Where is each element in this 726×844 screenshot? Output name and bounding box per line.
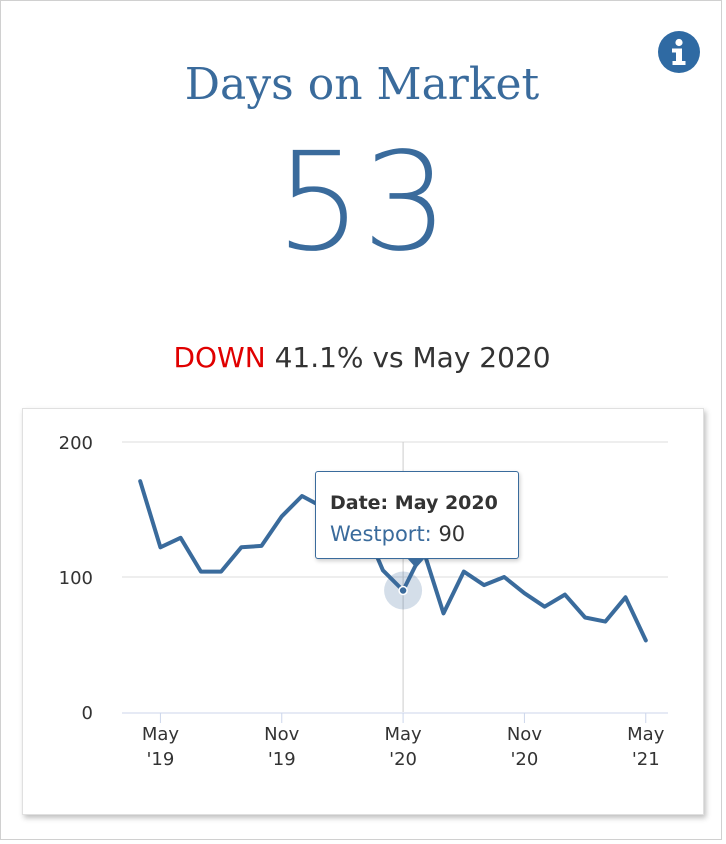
change-direction: DOWN xyxy=(173,341,266,374)
tooltip-date-label: Date: xyxy=(330,492,389,514)
x-tick-label-year: '20 xyxy=(389,749,417,770)
chart-tooltip: Date: May 2020 Westport: 90 xyxy=(315,471,519,568)
tooltip-series-value: 90 xyxy=(438,522,466,546)
x-tick-label-month: Nov xyxy=(507,724,542,745)
x-tick-label-year: '19 xyxy=(146,749,174,770)
x-tick-label-month: Nov xyxy=(264,724,299,745)
card-title: Days on Market xyxy=(184,59,540,110)
x-tick-label-year: '19 xyxy=(268,749,296,770)
y-tick-label: 100 xyxy=(59,568,93,589)
y-tick-label: 200 xyxy=(59,433,93,454)
line-layer xyxy=(138,479,648,643)
tooltip-series: Westport: 90 xyxy=(330,522,465,546)
trend-chart[interactable]: 200 100 0 May '19 Nov '19 May '20 Nov '20 May '21 Da… xyxy=(22,408,704,815)
x-tick-label-month: May xyxy=(384,724,422,745)
x-tick-label-year: '20 xyxy=(510,749,538,770)
change-percent: 41.1% xyxy=(274,341,364,374)
ticks-layer: 200 100 0 May '19 Nov '19 May '20 Nov '20 May '21 xyxy=(59,433,665,770)
tooltip-date-value: May 2020 xyxy=(394,492,498,514)
grid-layer xyxy=(122,441,668,714)
info-button[interactable] xyxy=(658,31,700,73)
info-icon xyxy=(672,38,686,65)
x-tick-label-month: May xyxy=(142,724,180,745)
highlight-point xyxy=(398,585,408,596)
x-tick-label-month: May xyxy=(627,724,665,745)
y-tick-label: 0 xyxy=(82,703,93,724)
tooltip-date: Date: May 2020 xyxy=(330,492,498,514)
change-summary: DOWN 41.1% vs May 2020 xyxy=(1,341,723,374)
x-tick-label-year: '21 xyxy=(632,749,660,770)
change-comparison: vs May 2020 xyxy=(372,341,551,374)
tooltip-series-label: Westport: xyxy=(330,522,432,546)
series-line-westport xyxy=(138,479,648,643)
metric-value: 53 xyxy=(275,124,449,282)
chart-svg: 200 100 0 May '19 Nov '19 May '20 Nov '20 May '21 xyxy=(59,433,668,770)
marker-layer xyxy=(384,571,423,610)
